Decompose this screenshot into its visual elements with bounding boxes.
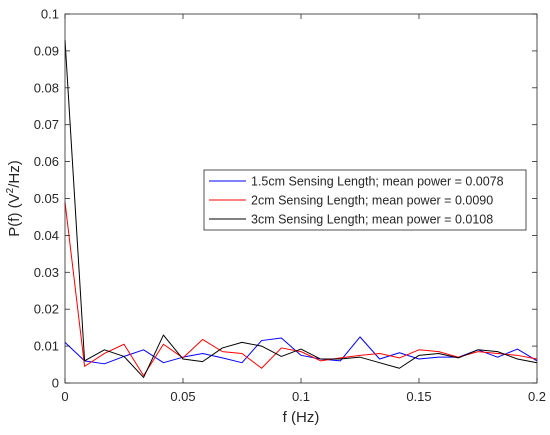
x-tick-label: 0.05 [170, 389, 195, 404]
series-line-3 [64, 39, 538, 378]
legend-label-1: 1.5cm Sensing Length; mean power = 0.007… [251, 175, 504, 189]
y-tick-label: 0 [52, 376, 59, 391]
ticks: 0 0.05 0.1 0.15 0.2 0 0.01 0.02 0.03 0.04 0.05 0.06… [34, 7, 546, 405]
y-tick-label: 0.01 [34, 339, 59, 354]
y-tick-label: 0.07 [34, 117, 59, 132]
y-tick-label: 0.09 [34, 43, 59, 58]
x-tick-label: 0.1 [292, 389, 310, 404]
y-tick-label: 0.05 [34, 191, 59, 206]
x-axis-label: f (Hz) [283, 409, 320, 426]
x-tick-label: 0.15 [406, 389, 431, 404]
y-tick-label: 0.03 [34, 265, 59, 280]
legend-box [203, 169, 527, 231]
y-tick-label: 0.1 [41, 7, 59, 22]
series-line-2 [64, 202, 538, 377]
legend-label-3: 3cm Sensing Length; mean power = 0.0108 [251, 213, 493, 227]
y-tick-label: 0.02 [34, 302, 59, 317]
y-tick-label: 0.04 [34, 228, 59, 243]
legend-label-2: 2cm Sensing Length; mean power = 0.0090 [251, 194, 493, 208]
x-tick-label: 0.2 [528, 389, 546, 404]
y-tick-label: 0.08 [34, 80, 59, 95]
legend: 1.5cm Sensing Length; mean power = 0.007… [203, 169, 527, 231]
y-axis-label: P(f) (V2/Hz) [5, 160, 23, 236]
y-tick-label: 0.06 [34, 154, 59, 169]
x-tick-label: 0 [61, 389, 68, 404]
series-layer [64, 39, 538, 378]
